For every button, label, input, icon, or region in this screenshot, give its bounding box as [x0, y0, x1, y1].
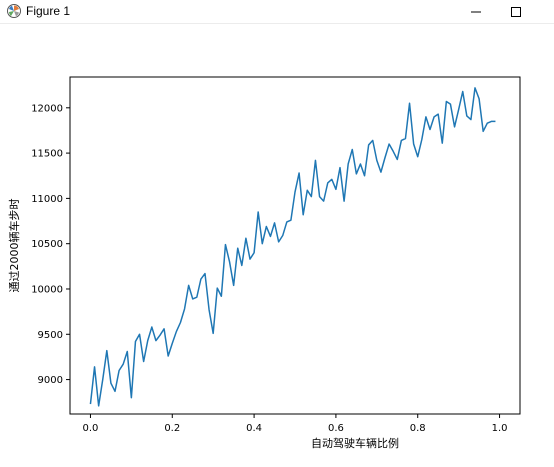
x-tick-label: 0.0 — [83, 423, 99, 434]
x-tick-label: 1.0 — [492, 423, 508, 434]
plot-area-frame — [69, 76, 521, 415]
series-line — [89, 87, 496, 407]
window-title: Figure 1 — [26, 4, 71, 18]
x-axis-label: 自动驾驶车辆比例 — [311, 436, 399, 450]
y-tick-label: 9500 — [38, 330, 63, 341]
x-tick-label: 0.8 — [410, 423, 426, 434]
line-chart: 0.0 0.2 0.4 0.6 0.8 1.0 9000 9500 10000 10500 1100… — [7, 76, 521, 450]
x-tick-label: 0.2 — [164, 423, 180, 434]
y-tick-label: 12000 — [31, 103, 63, 114]
figure-canvas: 0.0 0.2 0.4 0.6 0.8 1.0 9000 9500 10000 10500 1100… — [0, 24, 554, 463]
y-tick-label: 10500 — [31, 239, 63, 250]
maximize-button[interactable] — [498, 0, 534, 24]
y-tick-label: 10000 — [31, 284, 63, 295]
y-tick-label: 11500 — [31, 149, 63, 160]
window-titlebar: Figure 1 — [0, 0, 554, 24]
minimize-icon — [471, 11, 481, 13]
y-tick-label: 11000 — [31, 194, 63, 205]
maximize-icon — [511, 7, 521, 17]
x-tick-label: 0.6 — [328, 423, 344, 434]
minimize-button[interactable] — [458, 0, 494, 24]
y-axis-label: 通过2000辆车步时 — [7, 199, 21, 293]
x-tick-label: 0.4 — [246, 423, 262, 434]
matplotlib-figure-icon — [6, 3, 22, 19]
y-tick-label: 9000 — [38, 375, 63, 386]
